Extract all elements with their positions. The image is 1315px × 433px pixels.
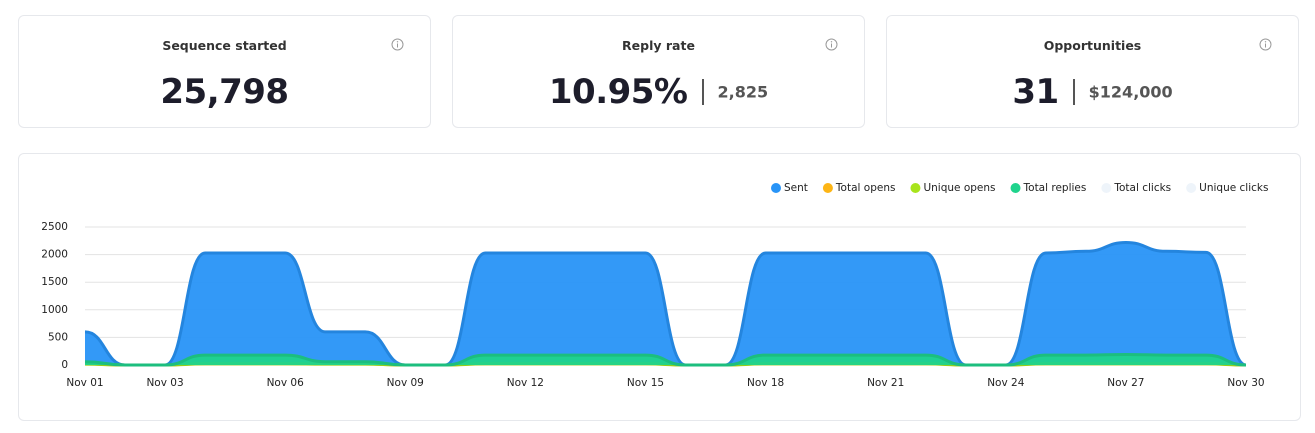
card-value: 31 xyxy=(1012,72,1059,112)
x-tick-label: Nov 18 xyxy=(747,377,784,389)
x-tick-label: Nov 27 xyxy=(1107,377,1144,389)
legend-label[interactable]: Total opens xyxy=(835,182,896,194)
legend-swatch xyxy=(1186,183,1197,193)
card-title: Opportunities xyxy=(1043,38,1142,53)
card-secondary: 2,825 xyxy=(717,82,769,102)
y-tick-label: 1500 xyxy=(41,276,68,288)
x-tick-label: Nov 06 xyxy=(267,377,305,389)
legend-label[interactable]: Total clicks xyxy=(1113,182,1171,194)
separator xyxy=(701,79,704,105)
card-value: 25,798 xyxy=(160,72,289,112)
card-secondary: $124,000 xyxy=(1088,82,1173,102)
y-tick-label: 2000 xyxy=(41,249,68,261)
stat-card: Sequence started 25,798 xyxy=(18,15,431,128)
y-tick-label: 0 xyxy=(61,359,68,371)
area-line xyxy=(84,240,1247,367)
legend-label[interactable]: Sent xyxy=(784,182,808,194)
legend-swatch xyxy=(822,183,833,193)
chart-panel xyxy=(18,153,1301,421)
x-tick-label: Nov 21 xyxy=(867,377,904,389)
y-tick-label: 1000 xyxy=(41,304,68,316)
y-tick-label: 2500 xyxy=(41,221,68,233)
x-tick-label: Nov 09 xyxy=(387,377,424,389)
info-icon[interactable] xyxy=(391,38,404,51)
card-title: Reply rate xyxy=(622,38,695,53)
x-tick-label: Nov 24 xyxy=(987,377,1025,389)
x-tick-label: Nov 12 xyxy=(507,377,544,389)
legend-label[interactable]: Unique opens xyxy=(923,182,995,194)
x-tick-label: Nov 01 xyxy=(66,377,103,389)
stat-card: Opportunities 31 $124,000 xyxy=(886,15,1299,128)
legend-swatch xyxy=(1101,183,1112,193)
info-icon[interactable] xyxy=(825,38,838,51)
legend-swatch xyxy=(1010,183,1021,193)
x-tick-label: Nov 15 xyxy=(627,377,664,389)
stat-card: Reply rate 10.95% 2,825 xyxy=(452,15,865,128)
y-tick-label: 500 xyxy=(48,331,68,343)
x-tick-label: Nov 30 xyxy=(1227,377,1264,389)
legend-label[interactable]: Total replies xyxy=(1023,182,1087,194)
card-title: Sequence started xyxy=(162,38,287,53)
card-value: 10.95% xyxy=(548,72,688,112)
legend-label[interactable]: Unique clicks xyxy=(1199,182,1268,194)
separator xyxy=(1072,79,1075,105)
legend-swatch xyxy=(771,183,781,193)
legend-swatch xyxy=(910,183,921,193)
x-tick-label: Nov 03 xyxy=(146,377,183,389)
info-icon[interactable] xyxy=(1259,38,1272,51)
area-line xyxy=(84,353,1247,367)
